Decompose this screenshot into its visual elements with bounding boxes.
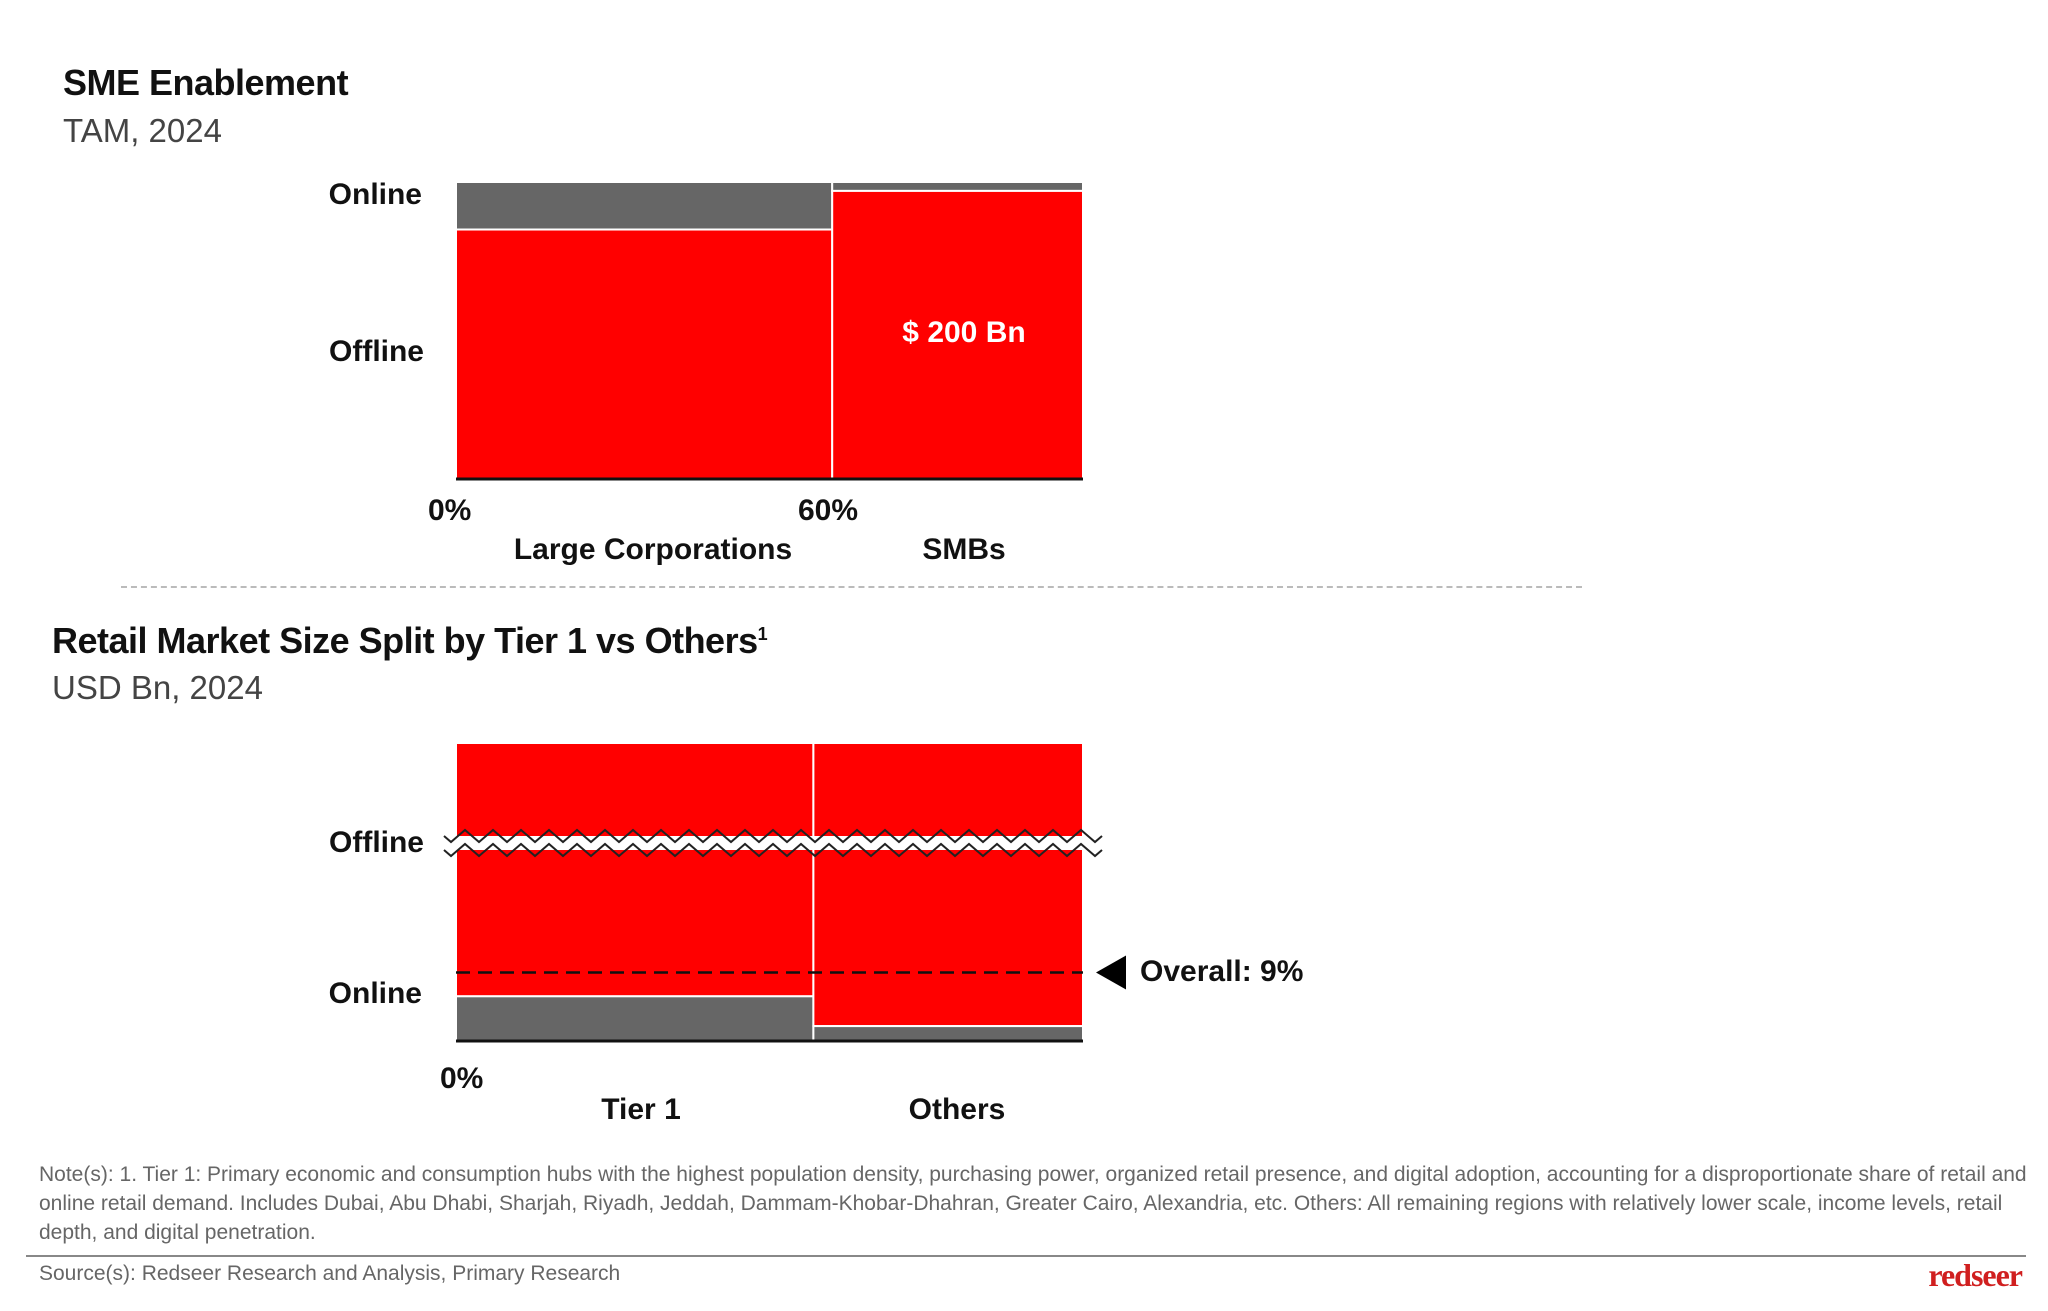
chart2-title-text: Retail Market Size Split by Tier 1 vs Ot…	[52, 620, 758, 661]
value-label-smbs: $ 200 Bn	[902, 316, 1025, 349]
bar-online-0	[455, 995, 815, 1042]
chart1-subtitle: TAM, 2024	[63, 112, 222, 149]
x-tick-60: 60%	[798, 494, 859, 527]
footnote-marker: 1	[757, 624, 768, 644]
segment-label-offline: Offline	[329, 335, 424, 368]
overall-reference-label: Overall: 9%	[1140, 955, 1304, 988]
axis-break-line-bottom	[443, 842, 1103, 858]
x-tick-0-2: 0%	[440, 1062, 484, 1095]
bar-offline-1	[831, 189, 1085, 480]
category-label-others: Others	[908, 1093, 1006, 1126]
chart2-subtitle: USD Bn, 2024	[52, 669, 263, 706]
redseer-logo: redseer	[1928, 1257, 2023, 1293]
category-label-large-corporations: Large Corporations	[513, 533, 793, 566]
chart2-title: Retail Market Size Split by Tier 1 vs Ot…	[52, 620, 768, 662]
category-label-smbs: SMBs	[922, 533, 1006, 566]
section-divider	[121, 586, 1582, 588]
bar-offline-0	[455, 228, 834, 480]
footer-divider	[26, 1255, 2026, 1257]
bar-online-1	[831, 181, 1085, 192]
bar-offline-0	[455, 742, 815, 998]
overall-arrow-icon	[1096, 955, 1126, 990]
segment-label-online-2: Online	[328, 977, 422, 1010]
x-tick-0: 0%	[428, 494, 472, 527]
bar-offline-1	[812, 742, 1084, 1028]
category-label-tier1: Tier 1	[601, 1093, 681, 1126]
bar-online-1	[812, 1025, 1084, 1042]
segment-label-offline-2: Offline	[329, 826, 424, 859]
chart1-title: SME Enablement	[63, 62, 349, 103]
axis-break-line-top	[443, 828, 1103, 844]
segment-label-online: Online	[328, 178, 422, 211]
footnote: Note(s): 1. Tier 1: Primary economic and…	[39, 1163, 2027, 1244]
bar-online-0	[455, 181, 834, 231]
source: Source(s): Redseer Research and Analysis…	[39, 1262, 621, 1285]
